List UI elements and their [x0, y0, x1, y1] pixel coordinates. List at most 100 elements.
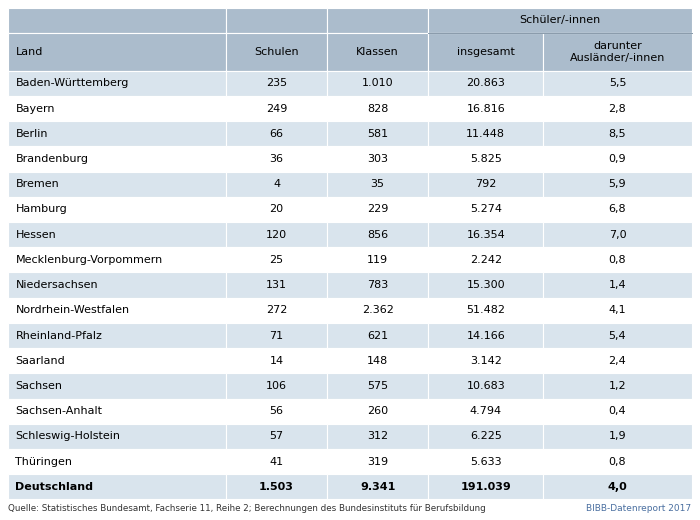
Text: 792: 792	[475, 179, 496, 189]
Text: 15.300: 15.300	[466, 280, 505, 290]
Bar	[327, 222, 428, 247]
Bar	[8, 121, 226, 147]
Bar	[8, 323, 226, 348]
Text: 14: 14	[270, 356, 284, 366]
Text: 856: 856	[367, 230, 389, 240]
Text: 5,4: 5,4	[609, 331, 626, 341]
Bar	[428, 373, 543, 398]
Text: 319: 319	[367, 457, 389, 466]
Text: 2,4: 2,4	[608, 356, 626, 366]
Bar	[226, 96, 327, 121]
Text: 1,9: 1,9	[609, 432, 626, 441]
Text: 71: 71	[270, 331, 284, 341]
Bar	[543, 348, 692, 373]
Text: 16.816: 16.816	[466, 103, 505, 113]
Text: 10.683: 10.683	[466, 381, 505, 391]
Text: 828: 828	[367, 103, 389, 113]
Bar	[543, 398, 692, 424]
Bar	[543, 96, 692, 121]
Bar	[8, 222, 226, 247]
Text: 1,4: 1,4	[609, 280, 626, 290]
Text: Saarland: Saarland	[15, 356, 65, 366]
Bar	[428, 197, 543, 222]
Text: Sachsen: Sachsen	[15, 381, 62, 391]
Bar	[543, 449, 692, 474]
Text: Berlin: Berlin	[15, 129, 48, 139]
Text: Baden-Württemberg: Baden-Württemberg	[15, 79, 129, 88]
Text: Land: Land	[15, 47, 43, 57]
Text: 2.362: 2.362	[362, 305, 393, 315]
Text: 5.825: 5.825	[470, 154, 502, 164]
Text: Niedersachsen: Niedersachsen	[15, 280, 98, 290]
Bar	[327, 297, 428, 323]
Bar	[428, 247, 543, 272]
Text: 4,0: 4,0	[608, 482, 627, 492]
Text: Quelle: Statistisches Bundesamt, Fachserie 11, Reihe 2; Berechnungen des Bundesi: Quelle: Statistisches Bundesamt, Fachser…	[8, 503, 486, 513]
Bar	[8, 348, 226, 373]
Text: 56: 56	[270, 406, 284, 416]
Bar	[8, 373, 226, 398]
Bar	[226, 121, 327, 147]
Bar	[543, 323, 692, 348]
Bar	[327, 96, 428, 121]
Text: 9.341: 9.341	[360, 482, 395, 492]
Bar	[226, 33, 327, 71]
Text: 2,8: 2,8	[608, 103, 626, 113]
Text: 148: 148	[367, 356, 389, 366]
Bar	[8, 272, 226, 297]
Bar	[428, 96, 543, 121]
Bar	[428, 449, 543, 474]
Bar	[543, 247, 692, 272]
Text: Brandenburg: Brandenburg	[15, 154, 88, 164]
Text: 106: 106	[266, 381, 287, 391]
Bar	[428, 8, 692, 33]
Bar	[327, 373, 428, 398]
Text: 119: 119	[367, 255, 389, 265]
Text: 25: 25	[270, 255, 284, 265]
Text: Bremen: Bremen	[15, 179, 59, 189]
Bar	[8, 197, 226, 222]
Bar	[428, 398, 543, 424]
Text: Mecklenburg-Vorpommern: Mecklenburg-Vorpommern	[15, 255, 162, 265]
Bar	[226, 348, 327, 373]
Text: 6.225: 6.225	[470, 432, 502, 441]
Bar	[543, 272, 692, 297]
Bar	[428, 33, 543, 71]
Text: Hessen: Hessen	[15, 230, 56, 240]
Bar	[428, 121, 543, 147]
Bar	[8, 297, 226, 323]
Text: 312: 312	[367, 432, 389, 441]
Bar	[327, 272, 428, 297]
Text: 7,0: 7,0	[609, 230, 626, 240]
Bar	[8, 71, 226, 96]
Text: 14.166: 14.166	[466, 331, 505, 341]
Bar	[8, 449, 226, 474]
Bar	[226, 323, 327, 348]
Bar	[327, 348, 428, 373]
Bar	[327, 424, 428, 449]
Text: Thüringen: Thüringen	[15, 457, 72, 466]
Bar	[543, 71, 692, 96]
Bar	[8, 147, 226, 172]
Bar	[543, 121, 692, 147]
Text: 51.482: 51.482	[466, 305, 505, 315]
Text: 16.354: 16.354	[466, 230, 505, 240]
Text: 8,5: 8,5	[609, 129, 626, 139]
Text: 5,5: 5,5	[609, 79, 626, 88]
Text: darunter
Ausländer/-innen: darunter Ausländer/-innen	[570, 41, 665, 63]
Bar	[428, 172, 543, 197]
Text: Schulen: Schulen	[254, 47, 299, 57]
Text: 36: 36	[270, 154, 284, 164]
Bar	[327, 8, 428, 33]
Text: 20.863: 20.863	[466, 79, 505, 88]
Bar	[226, 8, 327, 33]
Text: Rheinland-Pfalz: Rheinland-Pfalz	[15, 331, 102, 341]
Text: Schleswig-Holstein: Schleswig-Holstein	[15, 432, 120, 441]
Bar	[226, 172, 327, 197]
Bar	[543, 474, 692, 499]
Bar	[226, 297, 327, 323]
Text: 303: 303	[368, 154, 388, 164]
Bar	[327, 247, 428, 272]
Bar	[543, 297, 692, 323]
Bar	[428, 474, 543, 499]
